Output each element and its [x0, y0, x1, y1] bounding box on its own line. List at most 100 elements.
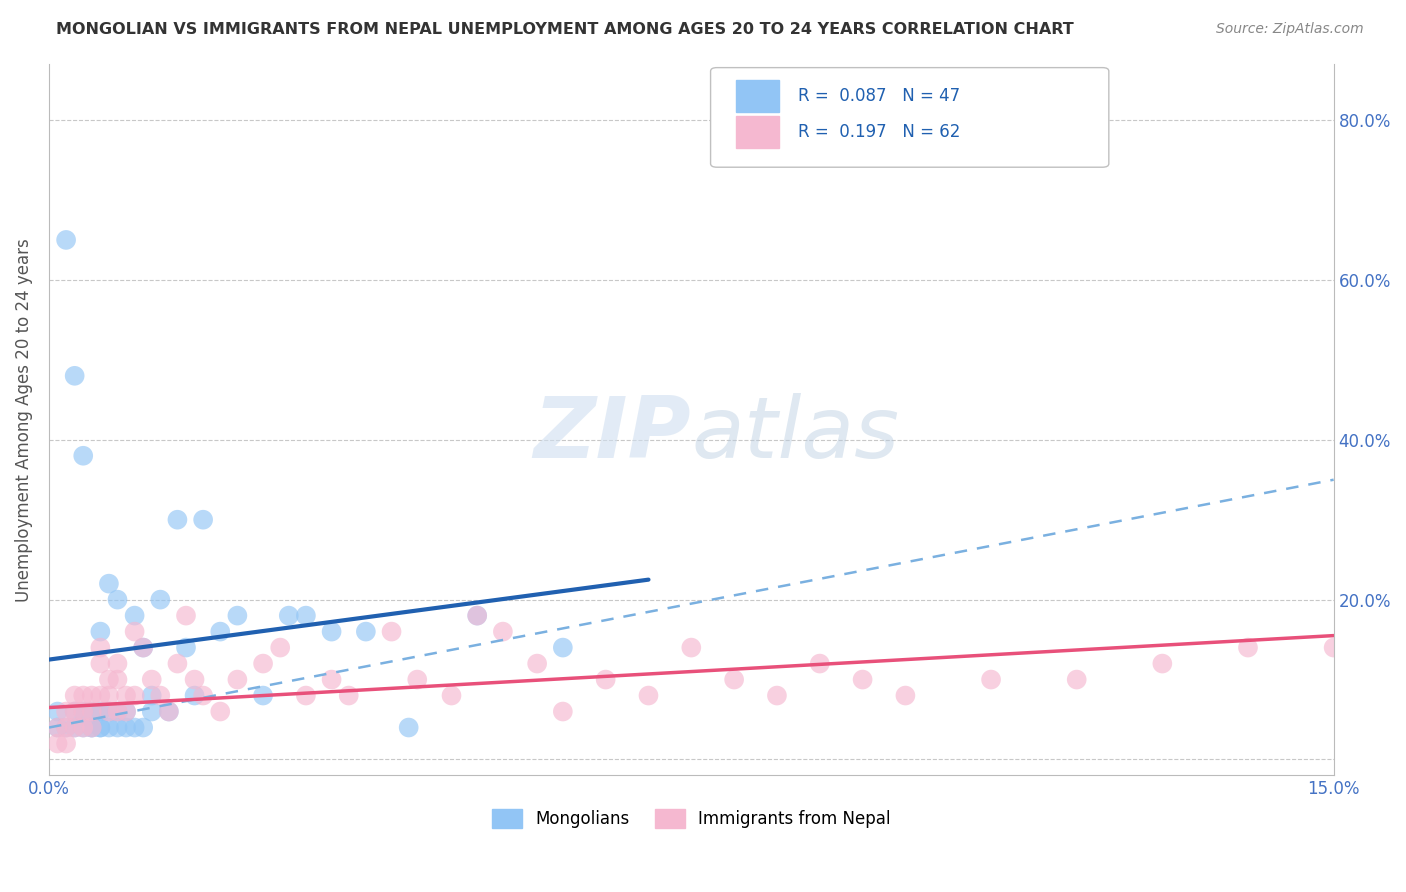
- Point: [72, 721, 94, 735]
- Point: [465, 608, 488, 623]
- Point: [80, 721, 103, 735]
- Point: [72, 449, 94, 463]
- Point: [406, 673, 429, 687]
- Point: [124, 608, 146, 623]
- Point: [380, 624, 402, 639]
- Point: [107, 673, 129, 687]
- Text: ZIP: ZIP: [534, 392, 692, 475]
- Point: [46, 737, 69, 751]
- Point: [226, 608, 249, 623]
- Point: [191, 513, 214, 527]
- Point: [63, 721, 86, 735]
- Point: [63, 705, 86, 719]
- Point: [124, 721, 146, 735]
- Point: [492, 624, 515, 639]
- Point: [46, 705, 69, 719]
- Point: [551, 705, 574, 719]
- Point: [55, 721, 77, 735]
- Point: [526, 657, 548, 671]
- Point: [1323, 640, 1346, 655]
- Point: [1237, 640, 1260, 655]
- Point: [252, 657, 274, 671]
- Point: [132, 640, 155, 655]
- Point: [637, 689, 659, 703]
- Point: [63, 368, 86, 383]
- FancyBboxPatch shape: [737, 116, 779, 148]
- Point: [252, 689, 274, 703]
- Point: [55, 233, 77, 247]
- Point: [894, 689, 917, 703]
- Point: [141, 689, 163, 703]
- Point: [97, 689, 120, 703]
- Point: [89, 705, 111, 719]
- Point: [398, 721, 420, 735]
- Point: [46, 721, 69, 735]
- Point: [465, 608, 488, 623]
- Text: R =  0.197   N = 62: R = 0.197 N = 62: [799, 122, 960, 141]
- Point: [89, 721, 111, 735]
- Point: [166, 657, 188, 671]
- Point: [551, 640, 574, 655]
- FancyBboxPatch shape: [737, 80, 779, 112]
- Point: [107, 705, 129, 719]
- Point: [157, 705, 180, 719]
- Point: [63, 721, 86, 735]
- Point: [107, 592, 129, 607]
- Point: [63, 689, 86, 703]
- Point: [723, 673, 745, 687]
- Point: [89, 640, 111, 655]
- Legend: Mongolians, Immigrants from Nepal: Mongolians, Immigrants from Nepal: [485, 802, 897, 835]
- Point: [72, 705, 94, 719]
- Point: [174, 608, 197, 623]
- Point: [115, 721, 138, 735]
- Point: [55, 705, 77, 719]
- FancyBboxPatch shape: [710, 68, 1109, 167]
- Point: [80, 721, 103, 735]
- Point: [132, 721, 155, 735]
- Text: atlas: atlas: [692, 392, 900, 475]
- Point: [55, 721, 77, 735]
- Point: [1066, 673, 1088, 687]
- Point: [97, 721, 120, 735]
- Point: [107, 721, 129, 735]
- Point: [115, 705, 138, 719]
- Point: [97, 705, 120, 719]
- Point: [141, 705, 163, 719]
- Point: [115, 705, 138, 719]
- Point: [295, 689, 318, 703]
- Point: [115, 689, 138, 703]
- Point: [277, 608, 299, 623]
- Point: [80, 705, 103, 719]
- Point: [183, 673, 205, 687]
- Point: [766, 689, 789, 703]
- Point: [209, 624, 232, 639]
- Point: [72, 689, 94, 703]
- Point: [72, 705, 94, 719]
- Point: [55, 737, 77, 751]
- Point: [808, 657, 831, 671]
- Point: [124, 689, 146, 703]
- Point: [97, 705, 120, 719]
- Point: [166, 513, 188, 527]
- Point: [209, 705, 232, 719]
- Point: [132, 640, 155, 655]
- Point: [852, 673, 875, 687]
- Text: R =  0.087   N = 47: R = 0.087 N = 47: [799, 87, 960, 105]
- Point: [124, 624, 146, 639]
- Point: [321, 624, 343, 639]
- Point: [174, 640, 197, 655]
- Point: [595, 673, 617, 687]
- Point: [157, 705, 180, 719]
- Point: [89, 689, 111, 703]
- Point: [63, 705, 86, 719]
- Point: [980, 673, 1002, 687]
- Point: [191, 689, 214, 703]
- Point: [80, 721, 103, 735]
- Point: [321, 673, 343, 687]
- Point: [80, 705, 103, 719]
- Point: [269, 640, 291, 655]
- Text: MONGOLIAN VS IMMIGRANTS FROM NEPAL UNEMPLOYMENT AMONG AGES 20 TO 24 YEARS CORREL: MONGOLIAN VS IMMIGRANTS FROM NEPAL UNEMP…: [56, 22, 1074, 37]
- Point: [337, 689, 360, 703]
- Y-axis label: Unemployment Among Ages 20 to 24 years: Unemployment Among Ages 20 to 24 years: [15, 238, 32, 601]
- Point: [141, 673, 163, 687]
